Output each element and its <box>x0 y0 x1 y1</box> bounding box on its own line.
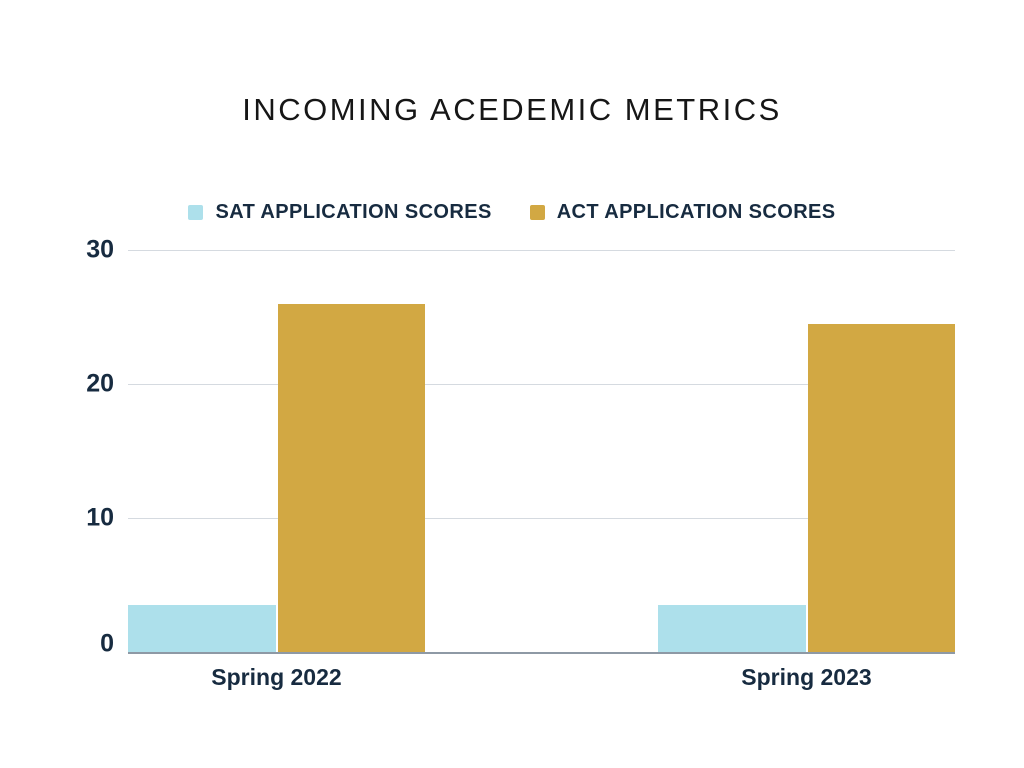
x-axis-label-spring-2022: Spring 2022 <box>211 664 342 690</box>
y-axis-tick-0: 0 <box>100 629 114 658</box>
sat-legend-swatch-icon <box>188 205 204 220</box>
legend-item-act: ACT APPLICATION SCORES <box>529 201 836 224</box>
legend: SAT APPLICATION SCORES ACT APPLICATION S… <box>0 201 1024 224</box>
x-axis-label-spring-2023: Spring 2023 <box>741 664 872 690</box>
legend-item-sat: SAT APPLICATION SCORES <box>188 201 491 224</box>
sat-bar-spring-2022 <box>128 605 276 652</box>
gridline-20 <box>128 384 955 385</box>
bar-group-spring-2022: Spring 2022 <box>128 304 425 690</box>
sat-bar-spring-2023 <box>658 605 806 652</box>
y-axis-tick-20: 20 <box>86 369 114 398</box>
sat-legend-label: SAT APPLICATION SCORES <box>215 201 492 223</box>
act-bar-spring-2023 <box>807 324 955 652</box>
gridline-30 <box>128 250 955 251</box>
gridline-10 <box>128 518 955 519</box>
y-axis-tick-30: 30 <box>86 235 114 264</box>
plot-area: 30 20 10 0 Spring 2022 Spring 2023 <box>86 237 955 690</box>
bar-group-spring-2023: Spring 2023 <box>658 324 955 690</box>
act-legend-swatch-icon <box>529 205 545 220</box>
y-axis-tick-10: 10 <box>86 503 114 532</box>
chart-title: INCOMING ACEDEMIC METRICS <box>242 92 782 127</box>
act-legend-label: ACT APPLICATION SCORES <box>556 201 836 223</box>
act-bar-spring-2022 <box>277 304 425 652</box>
